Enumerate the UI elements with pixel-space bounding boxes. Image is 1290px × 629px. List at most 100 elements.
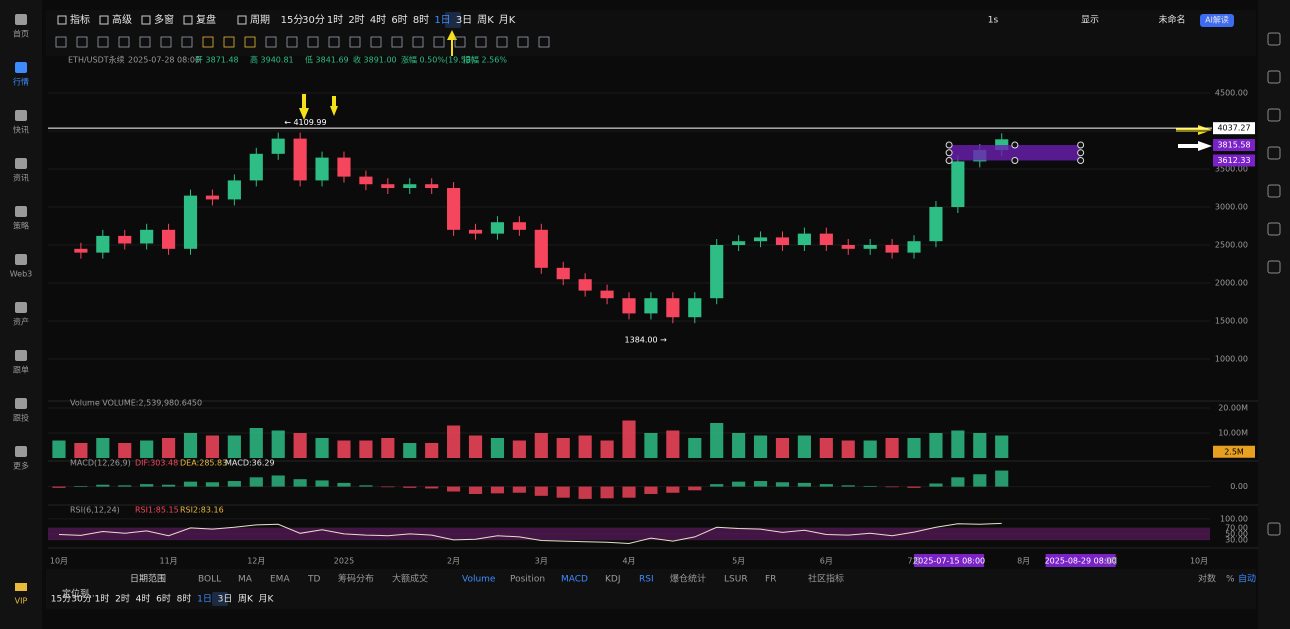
right-icon[interactable] bbox=[1267, 260, 1281, 274]
right-icon[interactable] bbox=[1267, 32, 1281, 46]
draw-tool[interactable] bbox=[517, 36, 529, 48]
sidebar-icon[interactable] bbox=[15, 302, 27, 313]
sidebar-icon[interactable] bbox=[15, 398, 27, 409]
tool-button[interactable]: 复盘 bbox=[196, 13, 216, 26]
sub-indicator-button[interactable]: Position bbox=[510, 575, 545, 585]
draw-tool[interactable] bbox=[538, 36, 550, 48]
sub-indicator-button[interactable]: LSUR bbox=[724, 575, 748, 585]
sidebar-label[interactable]: 跟单 bbox=[13, 365, 29, 375]
tool-button[interactable]: 指标 bbox=[70, 13, 90, 26]
sidebar-icon[interactable] bbox=[15, 206, 27, 217]
sidebar-label[interactable]: 资产 bbox=[13, 317, 29, 327]
sub-indicator-button[interactable]: RSI bbox=[639, 575, 654, 585]
sidebar-icon[interactable] bbox=[15, 62, 27, 73]
right-icon[interactable] bbox=[1267, 222, 1281, 236]
tool-icon[interactable] bbox=[99, 15, 109, 25]
right-icon[interactable] bbox=[1267, 146, 1281, 160]
draw-tool[interactable] bbox=[286, 36, 298, 48]
box-handle[interactable] bbox=[1077, 141, 1085, 149]
period-button[interactable]: 1时 bbox=[327, 14, 343, 26]
draw-tool[interactable] bbox=[202, 36, 214, 48]
date-range[interactable]: 日期范围 bbox=[130, 573, 166, 585]
draw-tool[interactable] bbox=[244, 36, 256, 48]
sub-indicator-button[interactable]: 爆仓统计 bbox=[670, 573, 706, 585]
period-button[interactable]: 8时 bbox=[413, 14, 429, 26]
box-handle[interactable] bbox=[945, 156, 953, 164]
scale-button[interactable]: 自动 bbox=[1238, 573, 1256, 585]
tool-button[interactable]: 1s bbox=[988, 16, 999, 26]
tool-icon[interactable] bbox=[57, 15, 67, 25]
sidebar-icon[interactable] bbox=[15, 158, 27, 169]
indicator-button[interactable]: 大额成交 bbox=[392, 573, 428, 585]
sidebar-label[interactable]: 策略 bbox=[13, 221, 29, 231]
right-icon[interactable] bbox=[1267, 70, 1281, 84]
draw-tool[interactable] bbox=[118, 36, 130, 48]
period-button[interactable]: 1日 bbox=[197, 594, 212, 605]
vip-label[interactable]: VIP bbox=[15, 597, 28, 606]
period-button[interactable]: 8时 bbox=[177, 593, 192, 605]
period-button[interactable]: 2时 bbox=[115, 593, 130, 605]
draw-tool[interactable] bbox=[265, 36, 277, 48]
box-handle[interactable] bbox=[945, 141, 953, 149]
box-handle[interactable] bbox=[1011, 156, 1019, 164]
scale-button[interactable]: 对数 bbox=[1198, 573, 1216, 585]
draw-tool[interactable] bbox=[328, 36, 340, 48]
draw-tool[interactable] bbox=[391, 36, 403, 48]
indicator-button[interactable]: BOLL bbox=[198, 575, 221, 585]
sidebar-label[interactable]: Web3 bbox=[10, 270, 33, 279]
period-button[interactable]: 周K bbox=[238, 594, 254, 605]
tool-button[interactable]: AI解读 bbox=[1205, 15, 1229, 25]
indicator-button[interactable]: TD bbox=[307, 575, 320, 585]
draw-tool[interactable] bbox=[55, 36, 67, 48]
indicator-button[interactable]: EMA bbox=[270, 575, 290, 585]
tool-icon[interactable] bbox=[237, 15, 247, 25]
box-handle[interactable] bbox=[1011, 141, 1019, 149]
box-handle[interactable] bbox=[1077, 156, 1085, 164]
box-handle[interactable] bbox=[945, 149, 953, 157]
sub-indicator-button[interactable]: KDJ bbox=[605, 575, 621, 585]
right-icon[interactable] bbox=[1267, 522, 1281, 536]
sub-indicator-button[interactable]: 社区指标 bbox=[808, 573, 844, 585]
tool-button[interactable]: 周期 bbox=[250, 14, 270, 26]
period-button[interactable]: 6时 bbox=[156, 593, 171, 605]
sub-indicator-button[interactable]: Volume bbox=[462, 575, 496, 585]
draw-tool[interactable] bbox=[370, 36, 382, 48]
draw-tool[interactable] bbox=[454, 36, 466, 48]
tool-button[interactable]: 高级 bbox=[112, 13, 132, 26]
period-button[interactable]: 15分 bbox=[281, 14, 304, 26]
sidebar-icon[interactable] bbox=[15, 14, 27, 25]
draw-tool[interactable] bbox=[475, 36, 487, 48]
sidebar-label[interactable]: 行情 bbox=[13, 77, 29, 87]
sidebar-icon[interactable] bbox=[15, 350, 27, 361]
draw-tool[interactable] bbox=[349, 36, 361, 48]
period-button[interactable]: 3日 bbox=[218, 594, 233, 605]
draw-tool[interactable] bbox=[139, 36, 151, 48]
sidebar-icon[interactable] bbox=[15, 110, 27, 121]
period-button[interactable]: 月K bbox=[499, 14, 516, 26]
tool-icon[interactable] bbox=[141, 15, 151, 25]
indicator-button[interactable]: MA bbox=[238, 575, 253, 585]
tool-button[interactable]: 未命名 bbox=[1158, 14, 1185, 26]
draw-tool[interactable] bbox=[412, 36, 424, 48]
sidebar-label[interactable]: 资讯 bbox=[13, 173, 29, 183]
draw-tool[interactable] bbox=[97, 36, 109, 48]
sidebar-label[interactable]: 更多 bbox=[13, 461, 29, 471]
draw-tool[interactable] bbox=[433, 36, 445, 48]
tool-icon[interactable] bbox=[183, 15, 193, 25]
tool-button[interactable]: 多窗 bbox=[154, 13, 174, 26]
period-button[interactable]: 30分 bbox=[302, 14, 325, 26]
period-button[interactable]: 周K bbox=[477, 14, 494, 26]
vip-icon[interactable] bbox=[15, 583, 27, 591]
box-handle[interactable] bbox=[1077, 149, 1085, 157]
tool-button[interactable]: 显示 bbox=[1081, 15, 1099, 26]
right-icon[interactable] bbox=[1267, 184, 1281, 198]
right-icon[interactable] bbox=[1267, 108, 1281, 122]
sidebar-icon[interactable] bbox=[15, 446, 27, 457]
period-button[interactable]: 4时 bbox=[370, 14, 386, 26]
sidebar-label[interactable]: 跟投 bbox=[13, 413, 29, 423]
sub-indicator-button[interactable]: MACD bbox=[561, 575, 588, 585]
draw-tool[interactable] bbox=[160, 36, 172, 48]
draw-tool[interactable] bbox=[76, 36, 88, 48]
period-button[interactable]: 6时 bbox=[391, 14, 407, 26]
period-button[interactable]: 3日 bbox=[456, 15, 472, 26]
